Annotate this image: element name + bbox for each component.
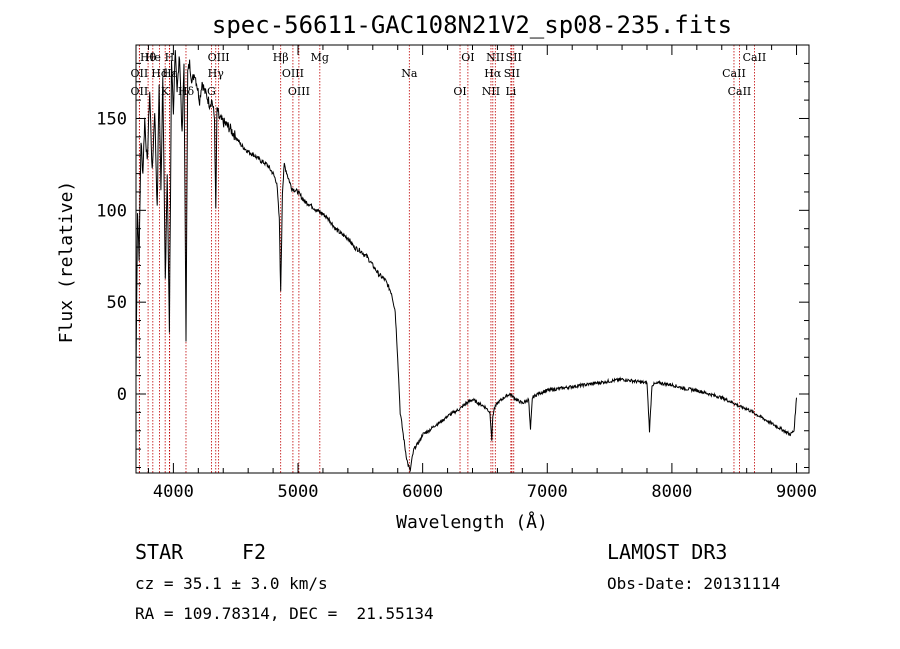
redshift-cz: cz = 35.1 ± 3.0 km/s — [135, 574, 328, 593]
survey-name: LAMOST DR3 — [607, 540, 728, 564]
line-label: Na — [401, 67, 418, 80]
y-tick-label: 50 — [107, 293, 127, 313]
line-label: Hδ — [178, 85, 195, 98]
coordinates: RA = 109.78314, DEC = 21.55134 — [135, 604, 434, 623]
chart-title: spec-56611-GAC108N21V2_sp08-235.fits — [212, 11, 732, 39]
spectrum-line — [135, 50, 797, 472]
line-label: Hθ — [140, 51, 157, 64]
line-label: Hβ — [273, 51, 289, 64]
line-label: OIII — [208, 51, 230, 64]
line-label: OI — [453, 85, 466, 98]
line-label: CaII — [743, 51, 767, 64]
line-label: OI — [461, 51, 474, 64]
line-label: OIII — [288, 85, 310, 98]
line-label: NII — [482, 85, 500, 98]
obs-date: Obs-Date: 20131114 — [607, 574, 781, 593]
line-label: CaII — [728, 85, 752, 98]
line-label: CaII — [722, 67, 746, 80]
x-tick-label: 9000 — [776, 482, 817, 502]
y-tick-label: 100 — [96, 201, 127, 221]
line-label: SII — [506, 51, 522, 64]
line-label: NII — [486, 51, 504, 64]
y-axis-label: Flux (relative) — [56, 181, 77, 344]
line-label: OII — [131, 67, 149, 80]
line-label: H — [165, 51, 175, 64]
line-label: Hγ — [208, 67, 225, 80]
y-tick-label: 150 — [96, 109, 127, 129]
line-label: SII — [504, 67, 520, 80]
axis-ticks: 4000 5000 6000 7000 8000 9000 0 50 100 150 — [96, 44, 817, 502]
line-label: Mg — [311, 51, 329, 64]
line-label: Li — [505, 85, 516, 98]
line-label: Hε — [162, 67, 178, 80]
x-tick-label: 8000 — [651, 482, 692, 502]
object-class: STAR — [135, 540, 184, 564]
subclass: F2 — [242, 540, 267, 564]
plot-frame — [135, 44, 810, 474]
line-label: G — [207, 85, 216, 98]
line-label: He — [145, 51, 161, 64]
x-axis-label: Wavelength (Å) — [396, 511, 548, 533]
x-tick-label: 5000 — [278, 482, 319, 502]
x-tick-label: 7000 — [527, 482, 568, 502]
line-label: OII — [131, 85, 149, 98]
line-label: K — [161, 85, 170, 98]
x-tick-label: 6000 — [402, 482, 443, 502]
x-tick-label: 4000 — [153, 482, 194, 502]
line-label: Hα — [484, 67, 502, 80]
line-label: Hd — [151, 67, 168, 80]
line-label: OIII — [282, 67, 304, 80]
y-tick-label: 0 — [117, 385, 127, 405]
emission-line-markers — [138, 45, 755, 473]
